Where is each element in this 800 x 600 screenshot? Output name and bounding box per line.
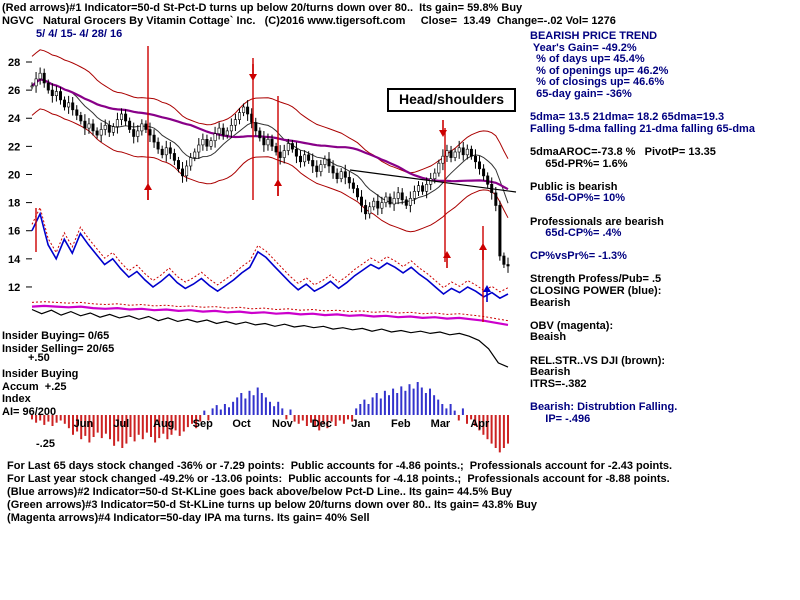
right-panel-line: CP%vsPr%= -1.3% <box>530 250 627 263</box>
svg-text:14: 14 <box>8 254 21 266</box>
right-panel-line: % of openings up= 46.2% <box>530 64 669 77</box>
svg-text:Nov: Nov <box>272 418 294 430</box>
right-panel-line: % of closings up= 46.6% <box>530 76 665 89</box>
footer-line: (Magenta arrows)#4 Indicator=50-day IPA … <box>4 512 370 524</box>
footer-line: (Green arrows)#3 Indicator=50-d St-KLine… <box>4 499 538 511</box>
svg-text:22: 22 <box>8 141 20 153</box>
right-panel-line <box>530 308 798 320</box>
footer-line: For Last year stock changed -49.2% or -1… <box>4 473 670 485</box>
right-panel-line: Beaish <box>530 331 567 344</box>
svg-text:Sep: Sep <box>193 418 213 430</box>
right-panel-line: % of days up= 45.4% <box>530 53 645 66</box>
right-panel-line: 65-day gain= -36% <box>530 87 632 100</box>
right-panel-line: CLOSING POWER (blue): <box>530 285 662 298</box>
right-panel-line: Strength Profess/Pub= .5 <box>530 273 662 286</box>
svg-text:18: 18 <box>8 198 20 210</box>
svg-text:16: 16 <box>8 226 20 238</box>
right-panel-line: Professionals are bearish <box>530 215 664 228</box>
svg-text:Jul: Jul <box>113 418 129 430</box>
footer-summary-lines: For Last 65 days stock changed -36% or -… <box>4 460 798 525</box>
right-panel-line: Bearish: Distrubtion Falling. <box>530 401 678 413</box>
right-panel-line: BEARISH PRICE TREND <box>530 30 658 42</box>
ticker-title-line: NGVC Natural Grocers By Vitamin Cottage`… <box>2 15 616 27</box>
right-panel-line: Year's Gain= -49.2% <box>530 41 637 54</box>
right-panel-line <box>530 100 798 112</box>
svg-text:24: 24 <box>8 113 21 125</box>
accum-index-label: Index <box>2 393 31 405</box>
insider-buying-label: Insider Buying <box>2 368 79 380</box>
right-panel-line <box>530 169 798 181</box>
svg-text:Aug: Aug <box>153 418 174 430</box>
svg-text:Feb: Feb <box>391 418 411 430</box>
footer-line: For Last 65 days stock changed -36% or -… <box>4 460 673 472</box>
accum-index-value: AI= 96/200 <box>2 406 57 418</box>
right-panel-line: OBV (magenta): <box>530 319 614 332</box>
svg-text:28: 28 <box>8 57 20 69</box>
svg-text:Mar: Mar <box>431 418 451 430</box>
right-panel-line: Bearish <box>530 366 571 379</box>
right-panel-line: 65d-CP%= .4% <box>530 227 622 240</box>
right-panel-line: 65d-PR%= 1.6% <box>530 157 628 170</box>
accum-scale-plus-50: +.50 <box>28 352 50 364</box>
right-panel-line <box>530 204 798 216</box>
right-panel-line <box>530 134 798 146</box>
right-panel-line: ITRS=-.382 <box>530 377 587 390</box>
footer-line: (Blue arrows)#2 Indicator=50-d St-KLine … <box>4 486 512 498</box>
date-range: 5/ 4/ 15- 4/ 28/ 16 <box>36 28 123 40</box>
right-panel-line <box>530 239 798 251</box>
right-panel-line: IP= -.496 <box>530 412 591 425</box>
right-panel-line: Public is bearish <box>530 180 618 193</box>
right-panel-line: Bearish <box>530 296 571 309</box>
right-panel-line <box>530 389 798 401</box>
svg-text:20: 20 <box>8 169 20 181</box>
svg-text:Apr: Apr <box>470 418 490 430</box>
right-panel-line: Falling 5-dma falling 21-dma falling 65-… <box>530 122 755 135</box>
right-panel-line: 5dmaAROC=-73.8 % PivotP= 13.35 <box>530 145 716 158</box>
svg-text:Oct: Oct <box>232 418 251 430</box>
right-panel-line: 65d-OP%= 10% <box>530 192 626 205</box>
indicator-1-description: (Red arrows)#1 Indicator=50-d St-Pct-D t… <box>2 2 523 14</box>
svg-text:Dec: Dec <box>312 418 332 430</box>
insider-selling-count: Insider Selling= 20/65 <box>2 343 115 355</box>
svg-text:26: 26 <box>8 85 20 97</box>
head-shoulders-annotation: Head/shoulders <box>387 88 517 112</box>
right-panel-line <box>530 343 798 355</box>
svg-text:12: 12 <box>8 282 20 294</box>
svg-text:Jun: Jun <box>74 418 94 430</box>
insider-buying-count: Insider Buying= 0/65 <box>2 330 110 342</box>
accum-scale-minus-25: -.25 <box>36 438 55 450</box>
right-panel-line: REL.STR..VS DJI (brown): <box>530 354 666 367</box>
right-panel-line: 5dma= 13.5 21dma= 18.2 65dma=19.3 <box>530 111 725 124</box>
right-panel-line <box>530 262 798 274</box>
svg-text:Jan: Jan <box>351 418 370 430</box>
right-panel: BEARISH PRICE TREND Year's Gain= -49.2% … <box>530 30 798 425</box>
accum-scale-plus-25: Accum +.25 <box>2 381 67 393</box>
